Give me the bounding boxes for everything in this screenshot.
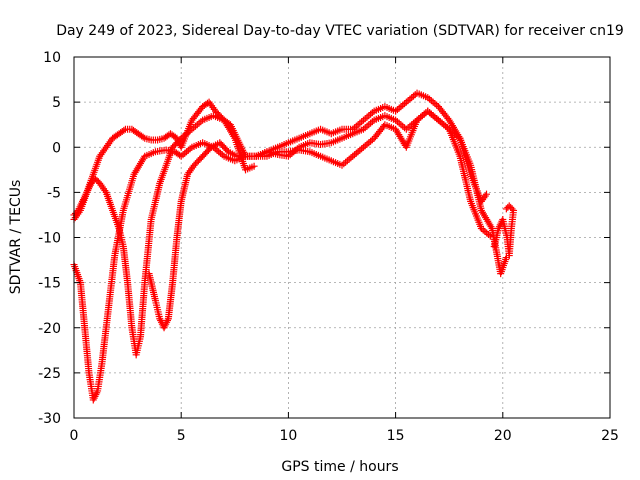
x-tick-label: 0 — [70, 428, 79, 444]
y-tick-label: -5 — [47, 185, 61, 201]
data-point — [120, 126, 128, 134]
y-tick-label: -15 — [38, 276, 61, 292]
y-tick-label: 5 — [52, 95, 61, 111]
y-tick-label: -30 — [38, 411, 61, 427]
series-sat-e — [490, 202, 518, 260]
data-point — [176, 136, 184, 144]
y-tick-label: -10 — [38, 231, 61, 247]
data-point — [223, 146, 231, 154]
y-tick-label: -25 — [38, 366, 61, 382]
x-axis-label: GPS time / hours — [281, 459, 398, 475]
data-point — [250, 162, 258, 170]
data-point — [504, 203, 512, 211]
x-tick-label: 15 — [387, 428, 405, 444]
y-tick-label: 10 — [43, 50, 61, 66]
y-tick-label: -20 — [38, 321, 61, 337]
ticks: 0 5 10 15 20 25 -30 -25 -20 -15 -10 -5 0 5 10 — [38, 50, 619, 444]
grid — [74, 57, 610, 418]
data-points — [70, 89, 518, 404]
x-tick-label: 5 — [177, 428, 186, 444]
data-point — [483, 190, 491, 198]
series-sat-d — [145, 107, 510, 332]
y-tick-label: 0 — [52, 140, 61, 156]
chart-title: Day 249 of 2023, Sidereal Day-to-day VTE… — [56, 23, 624, 39]
data-point — [206, 145, 214, 153]
y-axis-label: SDTVAR / TECUs — [8, 180, 24, 295]
x-tick-label: 25 — [601, 428, 619, 444]
series-sat-b — [70, 89, 491, 223]
series-sat-a — [70, 107, 494, 404]
x-tick-label: 10 — [279, 428, 297, 444]
data-point — [139, 133, 147, 141]
data-point — [502, 205, 510, 213]
x-tick-label: 20 — [494, 428, 512, 444]
